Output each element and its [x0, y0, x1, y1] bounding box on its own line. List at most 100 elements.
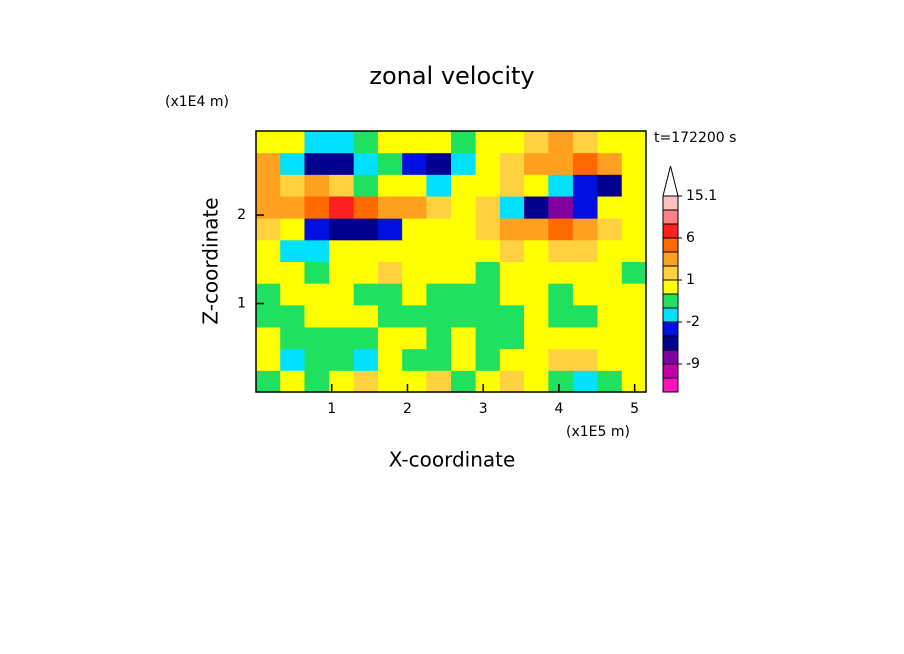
contour-cell: [597, 131, 623, 154]
contour-cell: [426, 283, 452, 306]
contour-cell: [451, 174, 477, 197]
contour-cell: [329, 283, 355, 306]
contour-cell: [426, 174, 452, 197]
contour-cell: [597, 218, 623, 241]
contour-cell: [426, 152, 452, 175]
colorbar-tick-label: 6: [686, 230, 695, 246]
contour-cell: [548, 196, 574, 219]
contour-cell: [256, 239, 281, 262]
contour-cell: [572, 283, 599, 306]
contour-cell: [280, 239, 305, 262]
contour-cell: [548, 261, 574, 284]
contour-cell: [377, 174, 403, 197]
contour-cell: [451, 261, 477, 284]
contour-cell: [377, 218, 403, 241]
contour-cell: [499, 152, 525, 175]
x-tick-label: 4: [554, 401, 563, 417]
contour-cell: [329, 218, 355, 241]
contour-cell: [597, 261, 623, 284]
contour-cell: [256, 196, 281, 219]
colorbar-segment: [662, 363, 679, 379]
contour-cell: [353, 283, 379, 306]
axes: 1 2 3 4 5 1 2: [237, 130, 647, 417]
contour-cell: [426, 239, 452, 262]
contour-cell: [621, 370, 647, 393]
x-tick-label: 3: [479, 401, 488, 417]
contour-cell: [548, 174, 574, 197]
colorbar-tick-label: 15.1: [686, 188, 717, 204]
contour-cell: [280, 326, 305, 350]
contour-cell: [499, 218, 525, 241]
x-tick-label: 5: [630, 401, 639, 417]
contour-cell: [402, 218, 427, 241]
contour-cell: [377, 152, 403, 175]
contour-cell: [499, 196, 525, 219]
contour-cell: [329, 348, 355, 371]
contour-cell: [402, 261, 427, 284]
contour-cell: [304, 348, 330, 371]
contour-cell: [280, 261, 305, 284]
contour-cell: [329, 304, 355, 328]
contour-cell: [329, 152, 355, 175]
contour-cell: [524, 131, 549, 154]
contour-cell: [304, 283, 330, 306]
contour-cell: [304, 326, 330, 350]
contour-cell: [377, 196, 403, 219]
contour-cell: [426, 370, 452, 393]
contour-cell: [548, 304, 574, 328]
contour-cell: [280, 196, 305, 219]
colorbar-segment: [662, 223, 679, 239]
contour-cell: [475, 304, 501, 328]
colorbar-segment: [662, 335, 679, 351]
contour-cell: [304, 174, 330, 197]
colorbar-segment: [662, 293, 679, 309]
plot-frame: [255, 130, 647, 393]
contour-cell: [353, 239, 379, 262]
contour-cell: [304, 196, 330, 219]
contour-cell: [621, 218, 647, 241]
contour-cell: [329, 131, 355, 154]
contour-cell: [353, 370, 379, 393]
contour-cell: [377, 370, 403, 393]
contour-cell: [256, 174, 281, 197]
contour-cell: [524, 348, 549, 371]
colorbar-segment: [662, 377, 679, 393]
contour-cell: [329, 239, 355, 262]
contour-cell: [572, 348, 599, 371]
contour-cell: [402, 239, 427, 262]
contour-cell: [548, 348, 574, 371]
y-axis-title: Z-coordinate: [199, 197, 223, 324]
chart-title: zonal velocity: [369, 62, 534, 90]
contour-cell: [402, 348, 427, 371]
contour-cell: [256, 348, 281, 371]
contour-cell: [402, 131, 427, 154]
contour-cell: [451, 348, 477, 371]
contour-cell: [304, 152, 330, 175]
contour-cell: [524, 152, 549, 175]
contour-cell: [402, 370, 427, 393]
colorbar-segment: [662, 349, 679, 365]
contour-cell: [377, 261, 403, 284]
contour-cell: [353, 152, 379, 175]
contour-cell: [597, 196, 623, 219]
contour-cell: [426, 196, 452, 219]
contour-cell: [451, 218, 477, 241]
contour-cell: [621, 131, 647, 154]
contour-cell: [353, 348, 379, 371]
contour-cell: [572, 239, 599, 262]
time-label: t=172200 s: [654, 130, 736, 146]
contour-cell: [524, 218, 549, 241]
contour-cell: [499, 239, 525, 262]
contour-cell: [280, 348, 305, 371]
contour-cell: [280, 174, 305, 197]
contour-cell: [256, 152, 281, 175]
contour-cell: [621, 174, 647, 197]
contour-cell: [572, 131, 599, 154]
x-tick-label: 1: [327, 401, 336, 417]
contour-cell: [499, 370, 525, 393]
contour-cell: [597, 283, 623, 306]
colorbar-segment: [662, 195, 679, 211]
contour-cell: [402, 152, 427, 175]
contour-cell: [475, 239, 501, 262]
